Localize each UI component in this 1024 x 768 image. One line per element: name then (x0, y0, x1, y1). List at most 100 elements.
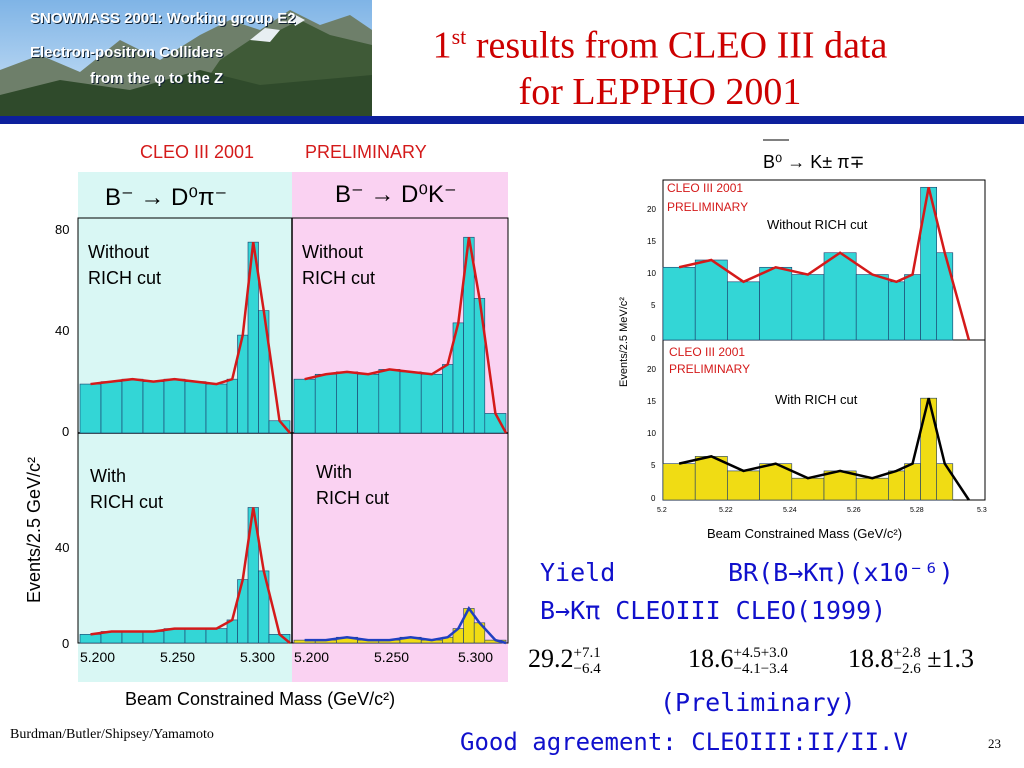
rp-xtick-5: 5.3 (977, 507, 987, 514)
hist-bar-5-4 (791, 477, 825, 501)
title-line-2: for LEPPHO 2001 (518, 70, 802, 113)
slide-title: 1st results from CLEO III data for LEPPH… (380, 14, 940, 115)
agreement-note: Good agreement: CLEOIII:II/II.V (460, 728, 908, 756)
footer-authors: Burdman/Butler/Shipsey/Yamamoto (10, 727, 214, 742)
hist-bar-5-10 (936, 463, 954, 501)
rp-xtick-2: 5.24 (783, 507, 797, 514)
hist-bar-0-4 (163, 378, 186, 434)
fit-curve-1 (304, 237, 508, 434)
results-line-2: B→Kπ CLEOIII CLEO(1999) (540, 596, 887, 625)
title-line-1: 1st results from CLEO III data (432, 24, 888, 67)
rp-bottom-prelim: PRELIMINARY (669, 362, 750, 376)
rp-ytick-b10: 10 (647, 429, 656, 438)
hist-bar-4-4 (791, 274, 825, 341)
fit-curve-4 (678, 186, 971, 341)
rp-ytick-b20: 20 (647, 365, 656, 374)
xtick-l-5250: 5.250 (160, 649, 195, 665)
hist-bar-0-7 (226, 378, 238, 434)
hist-bar-0-3 (142, 381, 165, 434)
hist-bar-5-9 (920, 397, 938, 501)
left-xlabel: Beam Constrained Mass (GeV/c²) (125, 689, 395, 709)
hist-bar-0-2 (121, 378, 144, 434)
rp-top-without: Without RICH cut (767, 217, 868, 232)
rp-ytick-t5: 5 (651, 301, 656, 310)
hist-bar-1-6 (420, 373, 443, 434)
ytick-top-40: 40 (55, 323, 69, 338)
banner-line-3: from the φ to the Z (90, 70, 224, 87)
rp-ytick-t15: 15 (647, 237, 656, 246)
hist-bar-2-3 (142, 631, 165, 644)
rp-ytick-b5: 5 (651, 461, 656, 470)
fit-curve-2 (90, 507, 291, 644)
tr-without-label: Without (302, 242, 363, 262)
br-cleo1999-value: 18.8+2.8 −2.6 ±1.3 (848, 644, 974, 678)
hist-bar-1-3 (357, 373, 380, 434)
rp-xtick-0: 5.2 (657, 507, 667, 514)
right-decay-title: B⁰ → K± π∓ (763, 152, 865, 172)
ytick-top-80: 80 (55, 222, 69, 237)
plot-frame (77, 217, 509, 644)
hist-bar-0-1 (100, 381, 123, 434)
hist-bar-5-0 (662, 463, 696, 501)
rp-ytick-b15: 15 (647, 397, 656, 406)
hist-bar-4-10 (936, 252, 954, 341)
xtick-r-5250: 5.250 (374, 649, 409, 665)
right-figure: B⁰ → K± π∓ CLEO III 2001 PRELIMINARY Wit… (618, 139, 987, 541)
ytick-bottom-40: 40 (55, 540, 69, 555)
rp-bottom-with: With RICH cut (775, 392, 858, 407)
rp-top-cleo: CLEO III 2001 (667, 181, 743, 195)
hist-bar-5-2 (727, 470, 760, 501)
right-panel-decay-title: B⁻ → D⁰K⁻ (335, 181, 457, 208)
fit-curve-3 (304, 606, 507, 645)
rp-xtick-1: 5.22 (719, 507, 733, 514)
rp-xticks: 5.2 5.22 5.24 5.26 5.28 5.3 (657, 507, 987, 514)
hist-bar-4-1 (694, 259, 728, 341)
preliminary-note: (Preliminary) (660, 688, 856, 717)
snowmass-banner: SNOWMASS 2001: Working group E2 Electron… (0, 0, 372, 118)
hist-bar-0-0 (79, 383, 102, 434)
hist-bar-4-2 (727, 281, 760, 341)
rp-bottom-cleo: CLEO III 2001 (669, 345, 745, 359)
hist-bar-1-4 (378, 369, 401, 434)
left-ylabel: Events/2.5 GeV/c² (24, 457, 44, 603)
ytick-top-0: 0 (62, 424, 69, 439)
hist-bar-2-6 (205, 628, 228, 644)
hist-bar-5-6 (855, 477, 889, 501)
xtick-l-5200: 5.200 (80, 649, 115, 665)
rp-xtick-3: 5.26 (847, 507, 861, 514)
hist-bar-4-0 (662, 266, 696, 341)
xtick-l-5300: 5.300 (240, 649, 275, 665)
hist-bar-4-6 (855, 274, 889, 341)
hist-bar-2-0 (79, 634, 102, 644)
rp-ytick-t0: 0 (651, 334, 656, 343)
rp-top-prelim: PRELIMINARY (667, 200, 748, 214)
tl-without-label: Without (88, 242, 149, 262)
hist-bar-4-7 (888, 281, 905, 341)
fit-curve-0 (90, 241, 291, 434)
tr-rich-label: RICH cut (302, 268, 375, 288)
hist-bar-1-11 (484, 413, 507, 434)
ytick-bottom-0: 0 (62, 636, 69, 651)
xtick-r-5300: 5.300 (458, 649, 493, 665)
hist-bar-1-0 (293, 378, 316, 434)
hist-bar-2-7 (226, 619, 238, 644)
tl-rich-label: RICH cut (88, 268, 161, 288)
hist-bar-2-2 (121, 631, 144, 644)
right-histograms (662, 186, 971, 501)
hist-bar-0-5 (184, 381, 207, 434)
hist-bar-5-8 (904, 463, 921, 501)
page-number: 23 (988, 736, 1001, 751)
hist-bar-5-1 (694, 456, 728, 501)
hist-bar-1-2 (336, 371, 358, 434)
hist-bar-1-5 (399, 371, 422, 434)
left-header-cleo: CLEO III 2001 (140, 142, 254, 162)
xtick-r-5200: 5.200 (294, 649, 329, 665)
mountain-landscape-image (0, 0, 372, 118)
br-with-label: With (316, 462, 352, 482)
rp-xlabel: Beam Constrained Mass (GeV/c²) (707, 526, 902, 541)
left-header-preliminary: PRELIMINARY (305, 142, 427, 162)
rp-ytick-b0: 0 (651, 494, 656, 503)
bl-with-label: With (90, 466, 126, 486)
hist-bar-2-5 (184, 628, 207, 644)
hist-bar-4-3 (759, 266, 793, 341)
